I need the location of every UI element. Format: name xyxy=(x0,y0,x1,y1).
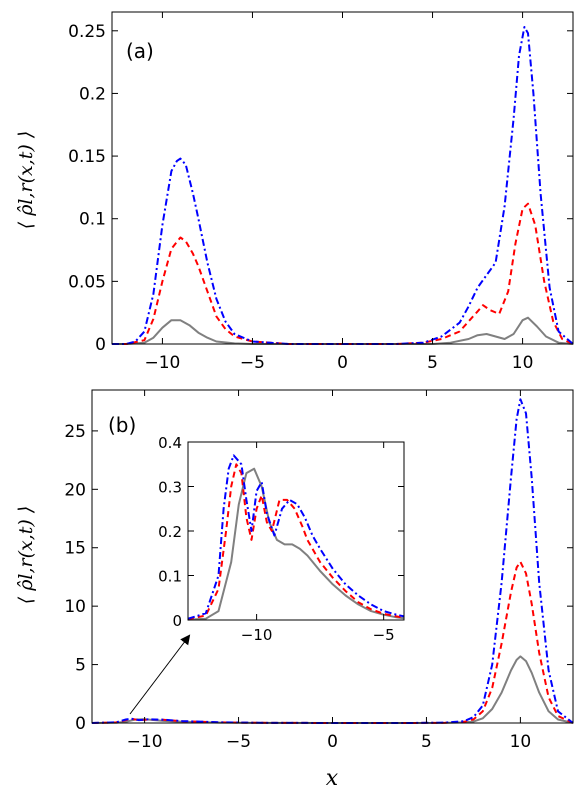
panel-a-ytick-label: 0.15 xyxy=(68,147,106,167)
panel-b-ytick-label: 15 xyxy=(64,539,86,559)
panel-b-ytick-label: 25 xyxy=(64,422,86,442)
panel-a-ylabel: ⟨ ρ̂l,r(x,t) ⟩ xyxy=(15,131,37,230)
panel-a-series-dashdot xyxy=(112,26,574,345)
panel-b-series-solid xyxy=(91,655,574,724)
panel-a-xticks: −10 −5 0 5 10 xyxy=(144,12,533,373)
inset-pointer-arrow xyxy=(129,634,191,715)
panel-b-curves xyxy=(91,398,574,724)
inset-xticks: −10 −5 xyxy=(241,442,395,644)
inset-ytick-label: 0.3 xyxy=(158,479,182,497)
panel-a-yticks: 0 0.05 0.1 0.15 0.2 0.25 xyxy=(68,22,573,355)
panel-b-xlabel: x xyxy=(326,766,339,791)
panel-b-yticks: 0 5 10 15 20 25 xyxy=(64,422,573,734)
inset-ytick-label: 0.1 xyxy=(158,568,182,586)
panel-b-xtick-label: 0 xyxy=(327,732,338,752)
panel-a-xtick-label: −5 xyxy=(240,353,265,373)
panel-a-ytick-label: 0.25 xyxy=(68,22,106,42)
panel-b-xticks: −10 −5 0 5 10 xyxy=(127,390,532,752)
panel-b-xtick-label: 5 xyxy=(421,732,432,752)
panel-a-xtick-label: 0 xyxy=(337,353,348,373)
panel-a-series-dashed xyxy=(112,202,574,345)
panel-b-label: (b) xyxy=(108,413,136,437)
inset-series-solid xyxy=(187,467,405,621)
panel-b-series-dashdot xyxy=(91,398,574,724)
panel-a-frame xyxy=(111,11,574,345)
inset-ytick-label: 0.2 xyxy=(158,523,182,541)
panel-a-ytick-label: 0.2 xyxy=(79,84,106,104)
panel-a-xtick-label: 5 xyxy=(427,353,438,373)
inset-ytick-label: 0 xyxy=(172,612,182,630)
inset-series-dashed xyxy=(187,463,405,621)
panel-b-xtick-label: 10 xyxy=(510,732,532,752)
panel-a: −10 −5 0 5 10 0 0.05 0.1 0.15 0.2 0.25 (a) ⟨ ρ̂l,… xyxy=(15,11,574,373)
inset-series-dashdot xyxy=(187,454,405,620)
panel-a-xtick-label: −10 xyxy=(144,353,180,373)
panel-b-ytick-label: 20 xyxy=(64,480,86,500)
panel-b-xtick-label: −10 xyxy=(127,732,163,752)
panel-b-ytick-label: 0 xyxy=(75,714,86,734)
panel-b-ytick-label: 5 xyxy=(75,656,86,676)
inset-ytick-label: 0.4 xyxy=(158,434,182,452)
panel-b-ylabel: ⟨ ρ̂l,r(x,t) ⟩ xyxy=(15,506,37,605)
inset-xtick-label: −5 xyxy=(373,626,395,644)
panel-b-xtick-label: −5 xyxy=(226,732,251,752)
panel-a-curves xyxy=(112,26,574,345)
panel-a-label: (a) xyxy=(126,39,154,63)
inset-yticks: 0 0.1 0.2 0.3 0.4 xyxy=(158,434,404,630)
inset-plot: −10 −5 0 0.1 0.2 0.3 0.4 xyxy=(158,434,405,644)
panel-b-ytick-label: 10 xyxy=(64,597,86,617)
panel-a-ytick-label: 0.1 xyxy=(79,210,106,230)
inset-curves xyxy=(187,454,405,621)
inset-background xyxy=(188,442,404,620)
inset-xtick-label: −10 xyxy=(241,626,273,644)
panel-a-ytick-label: 0.05 xyxy=(68,272,106,292)
panel-a-xtick-label: 10 xyxy=(512,353,534,373)
panel-a-ytick-label: 0 xyxy=(95,335,106,355)
